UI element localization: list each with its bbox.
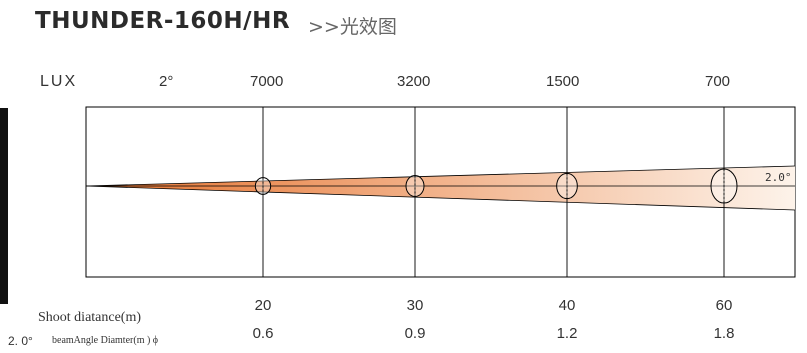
beam-upper-edge [85,165,796,187]
page-title: THUNDER-160H/HR [35,8,291,34]
diameter-row-angle: 2. 0° [8,334,33,348]
distance-value: 40 [559,297,576,314]
distance-value: 20 [255,297,272,314]
angle-label: 2° [159,73,173,90]
diameter-row-label: beamAngle Diamter(m ) ϕ [52,335,158,346]
diameter-value: 1.2 [557,325,578,342]
left-edge-bar [0,108,8,304]
distance-values: 20 30 40 60 [255,297,733,314]
distance-value: 60 [716,297,733,314]
distance-row-label: Shoot diatance(m) [38,310,141,325]
distance-guides [262,107,725,277]
lux-value: 1500 [546,73,579,90]
lux-value: 700 [705,73,730,90]
lux-value: 7000 [250,73,283,90]
beam-cone [86,166,795,210]
diameter-value: 1.8 [714,325,735,342]
lux-label: LUX [40,73,77,90]
beam-spots [254,168,738,204]
diameter-values: 0.6 0.9 1.2 1.8 [253,325,735,342]
diameter-value: 0.9 [405,325,426,342]
lux-value: 3200 [397,73,430,90]
beam-angle-tag: 2.0° [765,171,792,184]
distance-value: 30 [407,297,424,314]
page-subtitle: >>光效图 [308,16,397,38]
beam-lower-edge [85,185,796,211]
lux-values: 7000 3200 1500 700 [250,73,730,90]
diameter-value: 0.6 [253,325,274,342]
